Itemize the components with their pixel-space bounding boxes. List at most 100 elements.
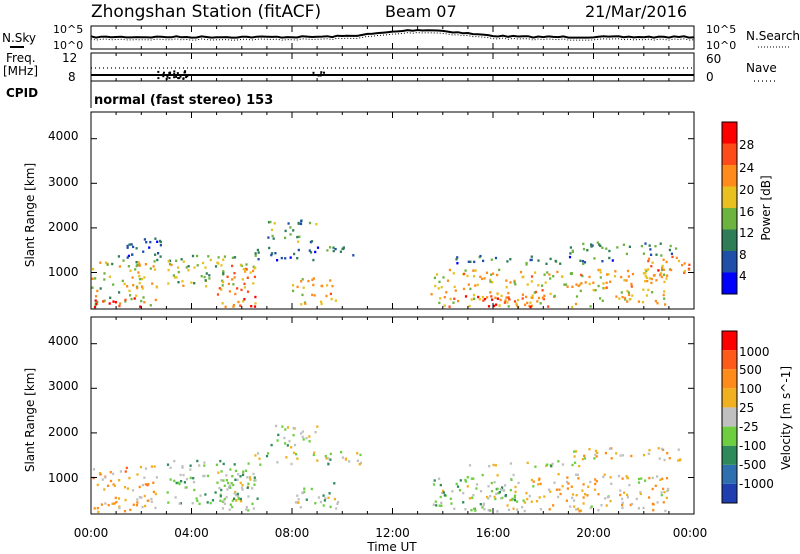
- velocity-cell: [327, 496, 330, 499]
- velocity-cell: [652, 509, 655, 512]
- power-cell: [190, 281, 193, 284]
- velocity-cell: [496, 474, 499, 477]
- velocity-cb-tick-neg1000: -1000: [739, 477, 774, 491]
- velocity-cell: [513, 494, 517, 497]
- power-cell: [519, 270, 523, 274]
- power-cell: [525, 263, 528, 266]
- power-cell: [581, 274, 584, 278]
- velocity-cell: [487, 497, 490, 500]
- velocity-colorbar-segment: [722, 331, 737, 351]
- velocity-cell: [223, 484, 226, 487]
- power-cell: [514, 283, 517, 286]
- power-cell: [205, 285, 208, 288]
- power-cell: [302, 286, 305, 289]
- power-cell: [136, 286, 139, 290]
- velocity-cell: [534, 465, 537, 468]
- power-cell: [142, 296, 145, 299]
- velocity-cell: [576, 473, 579, 476]
- freq-dot: [169, 71, 172, 74]
- power-cell: [649, 248, 652, 251]
- velocity-cell: [223, 497, 226, 501]
- velocity-cell: [124, 498, 127, 502]
- velocity-cell: [229, 468, 232, 471]
- velocity-cell: [565, 499, 568, 502]
- velocity-cell: [313, 451, 316, 454]
- velocity-cell: [581, 458, 584, 461]
- velocity-cell: [146, 499, 149, 502]
- power-cell: [216, 293, 220, 296]
- power-cell: [284, 229, 287, 233]
- velocity-cell: [285, 456, 288, 459]
- power-cell: [438, 301, 441, 305]
- velocity-cell: [593, 457, 596, 460]
- power-cell: [139, 305, 142, 308]
- freq-dot: [185, 76, 188, 79]
- power-cell: [571, 305, 574, 309]
- velocity-cell: [284, 442, 287, 445]
- velocity-cell: [245, 508, 248, 511]
- power-cell: [118, 265, 121, 268]
- power-cell: [665, 277, 668, 280]
- power-cell: [599, 276, 602, 279]
- velocity-cell: [340, 451, 343, 454]
- power-cell: [96, 300, 99, 304]
- power-cell: [124, 300, 127, 303]
- power-cell: [627, 275, 630, 278]
- velocity-cell: [621, 503, 624, 507]
- velocity-cell: [499, 488, 502, 491]
- velocity-colorbar-frame: [721, 330, 738, 504]
- x-tick-2000: 20:00: [576, 526, 611, 540]
- power-cell: [584, 281, 587, 284]
- power-cell: [99, 261, 102, 264]
- power-cb-tick-24: 24: [739, 161, 754, 175]
- x-tick-1600: 16:00: [476, 526, 511, 540]
- power-cell: [560, 275, 564, 278]
- velocity-cell: [666, 452, 669, 455]
- velocity-cell: [575, 494, 578, 497]
- velocity-cell: [566, 487, 569, 490]
- power-cell: [445, 291, 448, 294]
- power-cell: [196, 264, 199, 267]
- freq-dot: [317, 74, 320, 77]
- velocity-cell: [482, 502, 485, 505]
- velocity-cell: [167, 501, 170, 504]
- power-cell: [314, 250, 317, 254]
- velocity-cell: [192, 480, 196, 484]
- power-cell: [341, 247, 344, 250]
- velocity-colorbar-segment: [722, 407, 737, 427]
- power-cell: [490, 273, 493, 276]
- velocity-cell: [609, 476, 612, 479]
- velocity-cell: [206, 501, 209, 504]
- power-cell: [468, 304, 471, 308]
- power-cell: [608, 249, 611, 253]
- power-cell: [580, 273, 583, 277]
- power-cell: [339, 250, 342, 253]
- power-cell: [499, 298, 502, 302]
- velocity-cell: [525, 492, 528, 495]
- power-cell: [478, 298, 481, 301]
- power-cell: [182, 260, 185, 263]
- power-cell: [602, 282, 605, 285]
- power-cell: [530, 255, 533, 258]
- velocity-cell: [532, 485, 535, 488]
- velocity-cell: [248, 476, 252, 479]
- velocity-cell: [178, 502, 181, 505]
- power-cell: [623, 279, 626, 282]
- velocity-cell: [169, 466, 172, 469]
- power-cell: [509, 258, 512, 261]
- power-panel-frame: [90, 111, 695, 310]
- power-cell: [99, 287, 102, 290]
- velocity-cell: [219, 459, 222, 463]
- velocity-cell: [532, 480, 535, 483]
- velocity-cell: [499, 497, 502, 500]
- power-cell: [494, 296, 497, 299]
- velocity-cell: [481, 506, 484, 509]
- velocity-cell: [359, 453, 362, 457]
- power-cell: [124, 298, 127, 302]
- velocity-cb-tick-neg500: -500: [739, 458, 766, 472]
- power-cell: [309, 251, 313, 254]
- velocity-cell: [297, 498, 300, 501]
- power-cell: [490, 258, 493, 261]
- velocity-cell: [206, 474, 210, 478]
- power-cell: [94, 277, 97, 280]
